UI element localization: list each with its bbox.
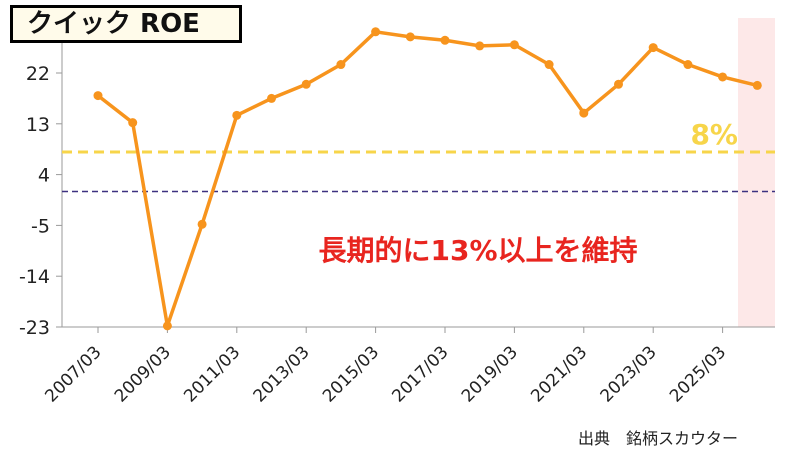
data-point <box>509 40 519 50</box>
threshold-label: 8% <box>690 118 738 151</box>
data-point <box>128 118 138 128</box>
y-tick-label: -14 <box>19 266 50 288</box>
data-point <box>93 91 103 101</box>
data-point <box>683 60 693 70</box>
data-point <box>648 43 658 53</box>
x-tick-label: 2025/03 <box>666 342 730 406</box>
x-tick-label: 2009/03 <box>111 342 175 406</box>
data-point <box>371 27 381 37</box>
x-tick-label: 2023/03 <box>597 342 661 406</box>
y-tick-label: 4 <box>38 165 50 187</box>
data-point <box>752 80 762 90</box>
data-point <box>197 219 207 229</box>
data-point <box>162 321 172 331</box>
data-point <box>544 60 554 70</box>
chart-title: クイック ROE <box>10 5 242 43</box>
data-point <box>267 93 276 103</box>
x-tick-label: 2007/03 <box>41 342 105 406</box>
data-point <box>718 72 728 82</box>
y-tick-label: 13 <box>26 114 50 136</box>
data-point <box>405 32 415 42</box>
data-point <box>475 41 485 51</box>
y-tick-label: -23 <box>19 317 50 339</box>
data-point <box>336 60 346 70</box>
data-point <box>579 108 589 118</box>
x-tick-label: 2015/03 <box>319 342 383 406</box>
data-point <box>232 110 242 120</box>
forecast-band <box>738 18 775 327</box>
x-tick-label: 2017/03 <box>388 342 452 406</box>
x-tick-label: 2019/03 <box>458 342 522 406</box>
x-tick-label: 2011/03 <box>180 342 244 406</box>
x-tick-label: 2021/03 <box>527 342 591 406</box>
annotation-text: 長期的に13%以上を維持 <box>318 234 637 267</box>
data-point <box>301 79 311 89</box>
data-point <box>614 79 623 89</box>
data-point <box>440 35 450 45</box>
y-tick-label: 22 <box>26 63 50 85</box>
y-tick-label: -5 <box>31 215 50 237</box>
source-credit: 出典 銘柄スカウター <box>578 429 739 448</box>
roe-series-line <box>96 30 758 328</box>
x-tick-label: 2013/03 <box>250 342 314 406</box>
